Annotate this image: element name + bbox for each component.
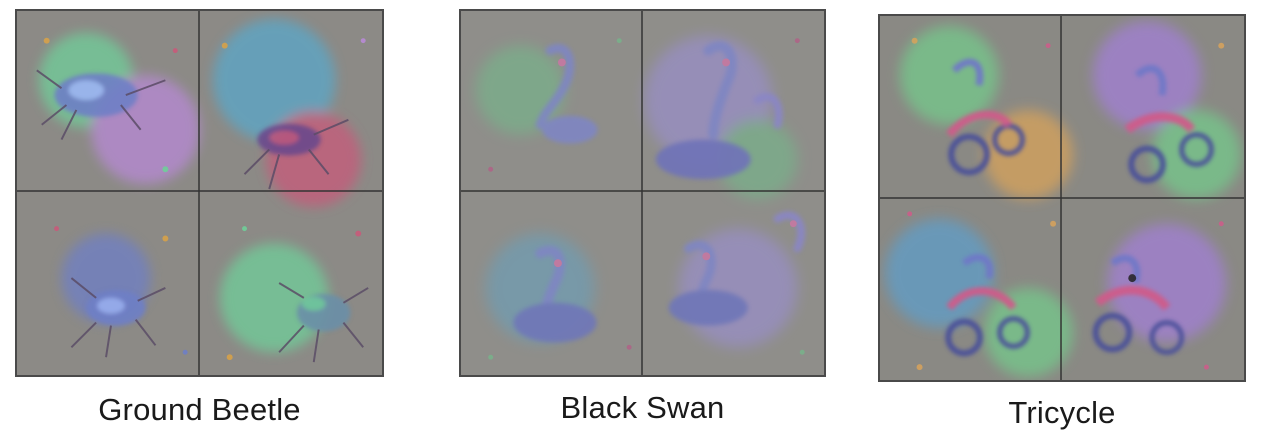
tricycle-wheel-3 bbox=[945, 318, 983, 357]
black-swan-image-grid bbox=[459, 9, 826, 377]
black-swan-caption: Black Swan bbox=[560, 390, 725, 425]
swan-shape-2 bbox=[703, 41, 737, 140]
tricycle-wheel-1 bbox=[948, 133, 990, 176]
ground-beetle-image-grid bbox=[15, 9, 384, 377]
black-swan-visualization bbox=[461, 11, 824, 375]
ground-beetle-visualization bbox=[17, 11, 382, 375]
tricycle-wheel-4 bbox=[1092, 312, 1133, 353]
tricycle-wheel-2 bbox=[1128, 145, 1166, 184]
swan-shape-1 bbox=[535, 44, 575, 130]
tricycle-image-grid bbox=[878, 14, 1246, 382]
tricycle-visualization bbox=[880, 16, 1244, 380]
tricycle-caption: Tricycle bbox=[1008, 395, 1116, 430]
ground-beetle-caption: Ground Beetle bbox=[98, 392, 301, 427]
